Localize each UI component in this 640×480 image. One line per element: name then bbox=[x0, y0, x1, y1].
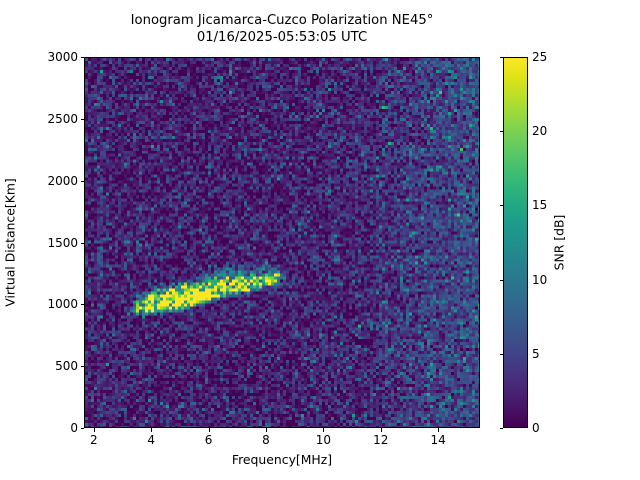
x-tick-label: 12 bbox=[373, 433, 389, 447]
y-tick-mark bbox=[80, 428, 84, 429]
y-tick-label: 2500 bbox=[47, 111, 78, 126]
figure-title: Ionogram Jicamarca-Cuzco Polarization NE… bbox=[84, 12, 480, 46]
colorbar-tick-label: 15 bbox=[532, 198, 548, 213]
snr-colorbar bbox=[503, 57, 528, 428]
x-tick-mark bbox=[208, 428, 210, 432]
y-tick-mark bbox=[80, 304, 84, 306]
x-tick-label: 2 bbox=[89, 433, 98, 447]
x-tick-mark bbox=[266, 428, 267, 432]
colorbar-tick-label: 5 bbox=[532, 346, 540, 361]
x-tick-label: 6 bbox=[204, 433, 213, 447]
y-tick-mark bbox=[80, 57, 84, 58]
x-tick-mark bbox=[93, 428, 95, 432]
y-tick-mark bbox=[80, 366, 84, 368]
colorbar-tick-label: 20 bbox=[532, 124, 548, 139]
colorbar-tick-label: 10 bbox=[532, 272, 548, 287]
colorbar-label-text: SNR [dB] bbox=[551, 214, 567, 271]
y-tick-label: 1500 bbox=[47, 235, 78, 250]
x-tick-mark bbox=[151, 428, 153, 432]
y-tick-label: 500 bbox=[55, 359, 78, 374]
x-axis-label: Frequency[MHz] bbox=[231, 452, 333, 467]
x-tick-label: 14 bbox=[430, 433, 446, 447]
ionogram-heatmap-canvas bbox=[85, 58, 479, 427]
x-tick-mark bbox=[380, 428, 382, 432]
y-tick-mark bbox=[80, 242, 84, 244]
colorbar-tick-mark bbox=[499, 57, 503, 58]
colorbar-tick-mark bbox=[499, 205, 503, 207]
y-tick-mark bbox=[80, 180, 84, 182]
colorbar-tick-mark bbox=[499, 131, 503, 133]
colorbar-label: SNR [dB] bbox=[550, 57, 568, 428]
y-tick-label: 2000 bbox=[47, 173, 78, 188]
colorbar-tick-mark bbox=[499, 279, 503, 281]
colorbar-tick-label: 25 bbox=[532, 50, 548, 64]
y-tick-mark bbox=[80, 118, 84, 120]
colorbar-tick-mark bbox=[499, 428, 503, 429]
y-tick-label: 0 bbox=[70, 421, 78, 435]
x-tick-label: 8 bbox=[262, 433, 270, 447]
ionogram-plot-area bbox=[84, 57, 480, 428]
y-tick-label: 1000 bbox=[47, 297, 78, 312]
y-axis-label-text: Virtual Distance[Km] bbox=[2, 178, 18, 307]
x-tick-mark bbox=[323, 428, 325, 432]
figure-title-line1: Ionogram Jicamarca-Cuzco Polarization NE… bbox=[130, 13, 434, 28]
figure-title-line2: 01/16/2025-05:53:05 UTC bbox=[196, 30, 368, 45]
x-tick-label: 10 bbox=[315, 433, 332, 447]
colorbar-tick-mark bbox=[499, 353, 503, 355]
y-tick-label: 3000 bbox=[47, 50, 78, 64]
x-tick-label: 4 bbox=[147, 433, 156, 447]
colorbar-tick-label: 0 bbox=[532, 421, 540, 435]
y-axis-label: Virtual Distance[Km] bbox=[0, 57, 20, 428]
x-tick-mark bbox=[438, 428, 440, 432]
